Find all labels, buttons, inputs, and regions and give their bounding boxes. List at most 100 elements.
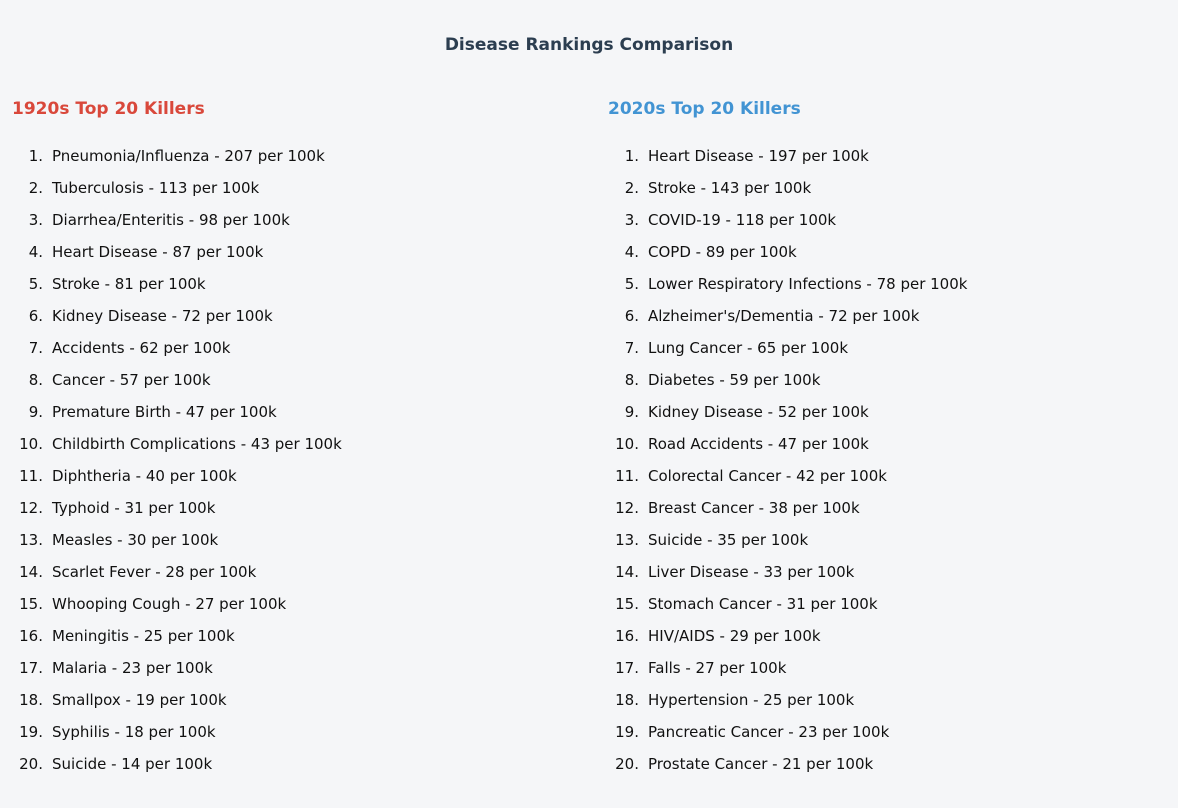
list-item: 13. Suicide - 35 per 100k [608, 524, 1178, 556]
column-heading-1920s: 1920s Top 20 Killers [12, 99, 205, 119]
item-text: Diabetes - 59 per 100k [648, 371, 821, 389]
list-item: 2. Stroke - 143 per 100k [608, 172, 1178, 204]
rank-number: 15. [615, 595, 639, 613]
list-item: 3. COVID-19 - 118 per 100k [608, 204, 1178, 236]
item-text: Kidney Disease - 52 per 100k [648, 403, 869, 421]
rank-number: 7. [624, 339, 639, 357]
item-text: Heart Disease - 87 per 100k [52, 243, 264, 261]
list-item: 20. Prostate Cancer - 21 per 100k [608, 748, 1178, 780]
item-text: HIV/AIDS - 29 per 100k [648, 627, 821, 645]
item-text: Typhoid - 31 per 100k [52, 499, 216, 517]
rank-number: 20. [19, 755, 43, 773]
list-item: 16. HIV/AIDS - 29 per 100k [608, 620, 1178, 652]
rank-number: 10. [19, 435, 43, 453]
rank-number: 4. [624, 243, 639, 261]
list-item: 14. Liver Disease - 33 per 100k [608, 556, 1178, 588]
list-item: 4. Heart Disease - 87 per 100k [12, 236, 589, 268]
rank-number: 8. [624, 371, 639, 389]
list-item: 11. Diphtheria - 40 per 100k [12, 460, 589, 492]
rank-number: 4. [28, 243, 43, 261]
item-text: Scarlet Fever - 28 per 100k [52, 563, 257, 581]
item-text: Breast Cancer - 38 per 100k [648, 499, 860, 517]
item-text: Childbirth Complications - 43 per 100k [52, 435, 342, 453]
item-text: Lung Cancer - 65 per 100k [648, 339, 849, 357]
item-text: Prostate Cancer - 21 per 100k [648, 755, 874, 773]
rank-number: 2. [28, 179, 43, 197]
rank-number: 5. [624, 275, 639, 293]
list-item: 19. Pancreatic Cancer - 23 per 100k [608, 716, 1178, 748]
rank-number: 2. [624, 179, 639, 197]
item-text: Stomach Cancer - 31 per 100k [648, 595, 878, 613]
rank-number: 3. [28, 211, 43, 229]
rank-number: 14. [19, 563, 43, 581]
comparison-columns: 1920s Top 20 Killers 1. Pneumonia/Influen… [0, 99, 1178, 780]
item-text: COPD - 89 per 100k [648, 243, 797, 261]
rank-number: 3. [624, 211, 639, 229]
rank-number: 14. [615, 563, 639, 581]
item-text: Falls - 27 per 100k [648, 659, 787, 677]
item-text: Smallpox - 19 per 100k [52, 691, 227, 709]
rank-number: 10. [615, 435, 639, 453]
item-text: Whooping Cough - 27 per 100k [52, 595, 287, 613]
list-item: 1. Heart Disease - 197 per 100k [608, 140, 1178, 172]
item-text: Syphilis - 18 per 100k [52, 723, 216, 741]
column-heading-2020s: 2020s Top 20 Killers [608, 99, 801, 119]
rank-number: 16. [615, 627, 639, 645]
rank-list-1920s: 1. Pneumonia/Influenza - 207 per 100k 2. T… [12, 140, 589, 780]
item-text: Measles - 30 per 100k [52, 531, 219, 549]
rank-number: 16. [19, 627, 43, 645]
list-item: 6. Alzheimer's/Dementia - 72 per 100k [608, 300, 1178, 332]
item-text: Hypertension - 25 per 100k [648, 691, 855, 709]
item-text: Heart Disease - 197 per 100k [648, 147, 869, 165]
list-item: 2. Tuberculosis - 113 per 100k [12, 172, 589, 204]
rank-number: 11. [19, 467, 43, 485]
item-text: Cancer - 57 per 100k [52, 371, 211, 389]
list-item: 15. Whooping Cough - 27 per 100k [12, 588, 589, 620]
item-text: Accidents - 62 per 100k [52, 339, 231, 357]
item-text: Kidney Disease - 72 per 100k [52, 307, 273, 325]
list-item: 5. Lower Respiratory Infections - 78 per … [608, 268, 1178, 300]
item-text: Lower Respiratory Infections - 78 per 10… [648, 275, 968, 293]
rank-number: 17. [19, 659, 43, 677]
rank-number: 15. [19, 595, 43, 613]
rank-number: 11. [615, 467, 639, 485]
rank-number: 13. [19, 531, 43, 549]
rank-number: 5. [28, 275, 43, 293]
rank-number: 8. [28, 371, 43, 389]
rank-number: 1. [28, 147, 43, 165]
rank-number: 12. [615, 499, 639, 517]
column-1920s: 1920s Top 20 Killers 1. Pneumonia/Influen… [0, 99, 589, 780]
item-text: Liver Disease - 33 per 100k [648, 563, 855, 581]
item-text: Pneumonia/Influenza - 207 per 100k [52, 147, 325, 165]
item-text: Tuberculosis - 113 per 100k [52, 179, 260, 197]
list-item: 12. Breast Cancer - 38 per 100k [608, 492, 1178, 524]
item-text: Suicide - 14 per 100k [52, 755, 213, 773]
item-text: Premature Birth - 47 per 100k [52, 403, 277, 421]
list-item: 16. Meningitis - 25 per 100k [12, 620, 589, 652]
list-item: 17. Falls - 27 per 100k [608, 652, 1178, 684]
list-item: 7. Lung Cancer - 65 per 100k [608, 332, 1178, 364]
list-item: 3. Diarrhea/Enteritis - 98 per 100k [12, 204, 589, 236]
rank-number: 12. [19, 499, 43, 517]
list-item: 13. Measles - 30 per 100k [12, 524, 589, 556]
column-2020s: 2020s Top 20 Killers 1. Heart Disease - 1… [589, 99, 1178, 780]
rank-number: 18. [615, 691, 639, 709]
item-text: Malaria - 23 per 100k [52, 659, 213, 677]
list-item: 12. Typhoid - 31 per 100k [12, 492, 589, 524]
list-item: 8. Cancer - 57 per 100k [12, 364, 589, 396]
list-item: 15. Stomach Cancer - 31 per 100k [608, 588, 1178, 620]
page-title: Disease Rankings Comparison [444, 35, 734, 55]
list-item: 7. Accidents - 62 per 100k [12, 332, 589, 364]
list-item: 18. Hypertension - 25 per 100k [608, 684, 1178, 716]
rank-number: 7. [28, 339, 43, 357]
rank-number: 19. [19, 723, 43, 741]
list-item: 19. Syphilis - 18 per 100k [12, 716, 589, 748]
item-text: Alzheimer's/Dementia - 72 per 100k [648, 307, 920, 325]
item-text: Diarrhea/Enteritis - 98 per 100k [52, 211, 290, 229]
item-text: COVID-19 - 118 per 100k [648, 211, 837, 229]
list-item: 5. Stroke - 81 per 100k [12, 268, 589, 300]
list-item: 10. Childbirth Complications - 43 per 100… [12, 428, 589, 460]
list-item: 10. Road Accidents - 47 per 100k [608, 428, 1178, 460]
rank-number: 18. [19, 691, 43, 709]
rank-number: 17. [615, 659, 639, 677]
